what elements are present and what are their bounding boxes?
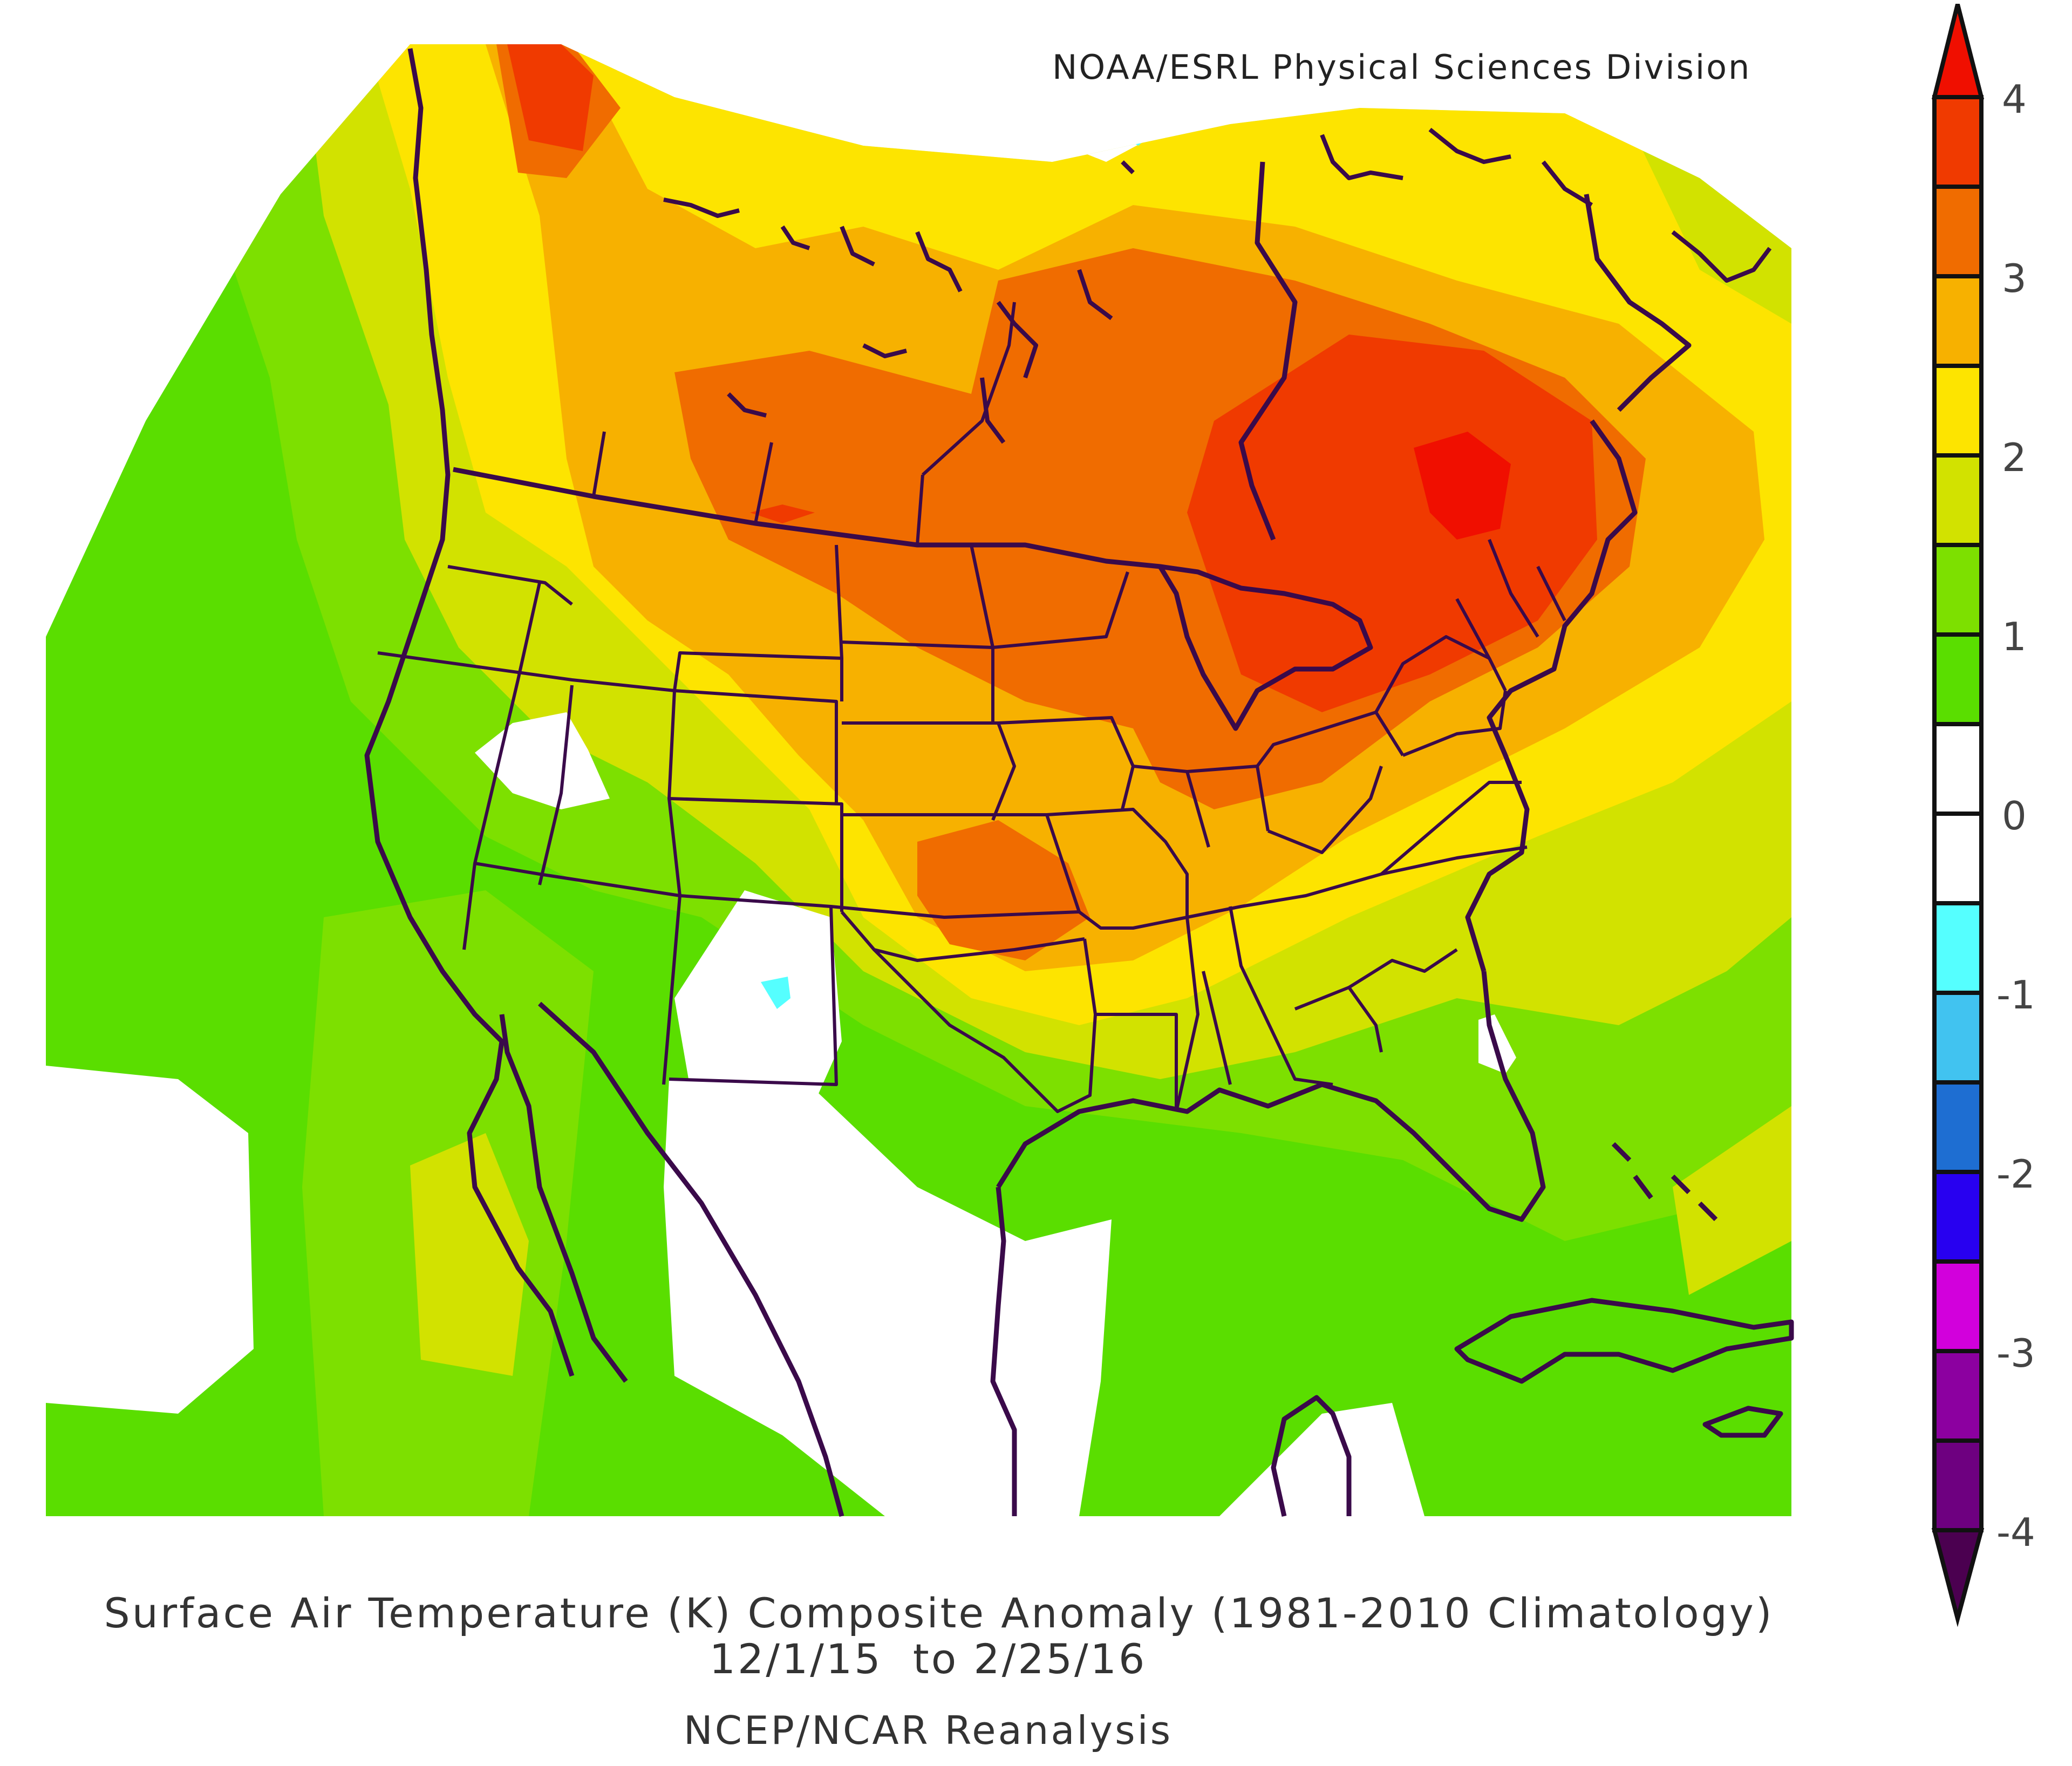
colorbar-bin-2-2p5 xyxy=(1932,364,1984,458)
colorbar-tick-0: 0 xyxy=(2002,793,2027,838)
colorbar-bin-neg2p5-neg2 xyxy=(1932,1170,1984,1264)
contour-0-0p5-central-america xyxy=(1219,1403,1424,1516)
atlantic-coastline xyxy=(1465,419,1638,972)
colorbar-bin-3p5-4 xyxy=(1932,95,1984,189)
contour-3p5-4-bc xyxy=(750,504,815,523)
colorbar-bin-1-1p5 xyxy=(1932,543,1984,637)
contour-3p5-4-east xyxy=(1187,335,1597,712)
colorbar-bin-neg1p5-neg1 xyxy=(1932,991,1984,1085)
yucatan-coastline xyxy=(1271,1395,1352,1517)
credit-label: NOAA/ESRL Physical Sciences Division xyxy=(1052,47,1751,87)
contour-0-0p5-mexico xyxy=(664,1079,1112,1516)
jamaica-coastline xyxy=(1702,1406,1783,1438)
bahamas-islands xyxy=(1611,1142,1718,1222)
colorbar-bin-3-3p5 xyxy=(1932,185,1984,278)
contour-0-0p5-newmexico xyxy=(674,890,842,1138)
colorbar-bin-2p5-3 xyxy=(1932,274,1984,368)
contour-0-0p5-pacific xyxy=(46,1066,254,1414)
cuba-coastline xyxy=(1454,1298,1794,1384)
colorbar-tick-neg1: -1 xyxy=(1996,972,2035,1018)
colorbar-tick-neg2: -2 xyxy=(1996,1151,2035,1197)
contour-gt4-quebec xyxy=(1414,432,1511,540)
colorbar-bin-0p5-1 xyxy=(1932,632,1984,726)
colorbar-bottom-arrow xyxy=(1931,1528,1985,1627)
province-boundaries xyxy=(592,302,1016,546)
mexico-east-coastline xyxy=(990,1187,1017,1516)
contour-3-3p5-kansas xyxy=(917,820,1090,960)
colorbar-bin-neg2-neg1p5 xyxy=(1932,1080,1984,1174)
colorbar-bin-neg3p5-neg3 xyxy=(1932,1349,1984,1443)
colorbar-tick-neg4: -4 xyxy=(1996,1510,2035,1555)
colorbar-bin-neg1-neg0p5 xyxy=(1932,901,1984,995)
pacific-coastline xyxy=(364,48,575,1377)
colorbar-bin-0-0p5 xyxy=(1932,722,1984,816)
colorbar-bin-neg0p5-0 xyxy=(1932,812,1984,905)
hudson-bay-coastline xyxy=(1238,161,1298,541)
contour-neg1-neg0p5-newmexico xyxy=(761,977,790,1009)
great-lakes xyxy=(1157,564,1373,731)
colorbar-bin-neg4-neg3p5 xyxy=(1932,1438,1984,1532)
data-source: NCEP/NCAR Reanalysis xyxy=(683,1708,1173,1753)
chart-title: Surface Air Temperature (K) Composite An… xyxy=(104,1589,1774,1637)
contour-1p5-2-baja xyxy=(410,1133,529,1376)
gulf-coastline xyxy=(996,971,1546,1222)
labrador-coastline xyxy=(1584,194,1692,412)
gulf-of-california-coastline xyxy=(499,1014,628,1383)
colorbar-bin-1p5-2 xyxy=(1932,453,1984,547)
date-range: 12/1/15 to 2/25/16 xyxy=(709,1635,1147,1683)
arctic-islands xyxy=(663,127,1772,444)
state-boundaries xyxy=(377,538,1566,1113)
colorbar xyxy=(1931,4,1985,1627)
contour-1p5-2-caribbean xyxy=(1673,1106,1791,1295)
colorbar-tick-4: 4 xyxy=(2002,77,2027,122)
colorbar-tick-1: 1 xyxy=(2002,614,2027,659)
map-boundaries xyxy=(364,48,1794,1517)
mexico-west-coastline xyxy=(537,1001,844,1517)
colorbar-tick-2: 2 xyxy=(2002,435,2027,480)
contour-3p5-4-yukon xyxy=(507,44,594,151)
colorbar-tick-neg3: -3 xyxy=(1996,1331,2035,1376)
colorbar-tick-3: 3 xyxy=(2002,256,2027,301)
colorbar-bin-neg3-neg2p5 xyxy=(1932,1259,1984,1353)
contour-0-0p5-nevada xyxy=(475,712,610,809)
